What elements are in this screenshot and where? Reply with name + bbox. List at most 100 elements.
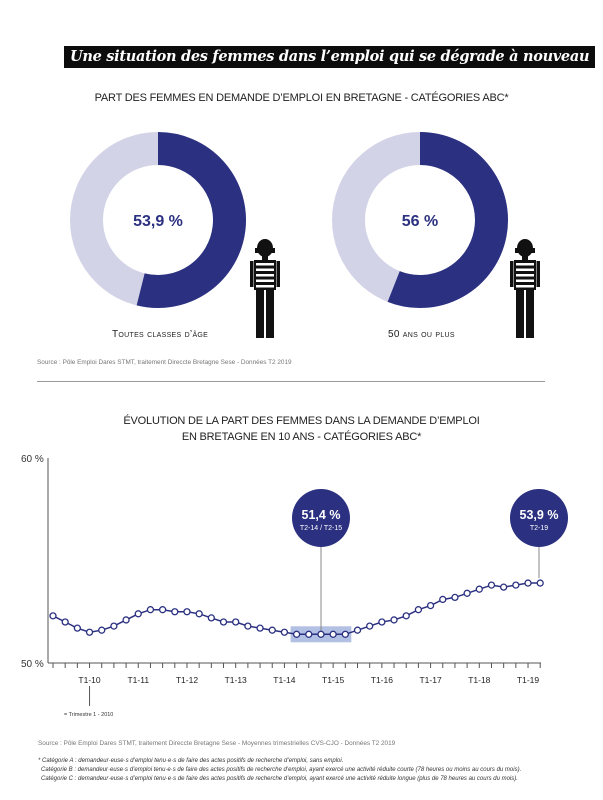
data-point [353, 626, 362, 634]
figure-neck [522, 256, 528, 260]
data-point [292, 630, 301, 638]
divider [37, 381, 545, 382]
data-point [378, 618, 386, 626]
figure-stripe [516, 263, 534, 266]
figure-stripe [256, 268, 274, 271]
data-point [158, 606, 167, 614]
data-point [183, 608, 191, 616]
donut-2-caption: 50 ans ou plus [388, 329, 455, 340]
figure-arm [276, 261, 280, 287]
figure-arm [250, 261, 254, 287]
data-point [426, 601, 435, 610]
line-title-2: EN BRETAGNE EN 10 ANS - CATÉGORIES ABC* [181, 431, 422, 443]
data-point [195, 610, 203, 618]
x-tick-label: T1-11 [127, 675, 149, 685]
figure-stripe [516, 274, 534, 277]
data-point [171, 608, 179, 616]
data-point [463, 589, 471, 597]
donut-2-value: 56 % [402, 213, 438, 230]
data-point [536, 579, 544, 587]
figure-stripe [256, 263, 274, 266]
tick-note: = Trimestre 1 - 2010 [64, 712, 113, 718]
data-point [329, 630, 337, 638]
data-point [280, 628, 289, 636]
x-tick-label: T1-16 [371, 675, 393, 685]
annotation-value: 51,4 % [302, 508, 341, 522]
annotation-period: T2-14 / T2-15 [300, 525, 342, 532]
data-point [219, 618, 228, 626]
line-source: Source : Pôle Emploi Dares STMT, traitem… [38, 740, 396, 747]
figure-leg [256, 290, 264, 338]
x-tick-label: T1-17 [419, 675, 441, 685]
data-point [232, 618, 240, 626]
figure-arm [536, 261, 540, 287]
data-point [317, 630, 325, 638]
figure-neck [262, 256, 268, 260]
data-point [451, 593, 459, 602]
figure-arm [510, 261, 514, 287]
data-point [512, 581, 520, 589]
woman-figure-icon [250, 239, 280, 338]
figure-hair [515, 248, 535, 253]
annotation-period: T2-19 [530, 525, 548, 532]
annotation-value: 53,9 % [520, 508, 559, 522]
data-point [524, 579, 532, 587]
figure-stripe [516, 285, 534, 288]
annotation-bubble [510, 489, 568, 547]
donut-2-women-slice [387, 132, 508, 308]
x-tick-label: T1-15 [322, 675, 344, 685]
figure-leg [516, 290, 524, 338]
footnote-b: Catégorie B : demandeur·euse·s d’emploi … [41, 767, 522, 773]
data-point [134, 610, 142, 618]
banner-title: Une situation des femmes dans l’emploi q… [64, 46, 596, 68]
line-title-1: ÉVOLUTION DE LA PART DES FEMMES DANS LA … [123, 415, 480, 427]
data-point [49, 612, 57, 620]
data-point [500, 583, 508, 591]
data-point [207, 614, 215, 622]
donut-1-women-slice [136, 132, 246, 308]
y-tick-label: 60 % [21, 454, 44, 465]
x-tick-label: T1-14 [273, 675, 295, 685]
data-point [402, 612, 410, 620]
data-point [268, 626, 276, 634]
data-point [341, 630, 349, 638]
figure-stripe [256, 274, 274, 277]
data-point [98, 626, 106, 634]
data-point [146, 606, 155, 614]
footnotes: * Catégorie A : demandeur·euse·s d’emplo… [38, 757, 521, 784]
figure-stripe [256, 285, 274, 288]
data-point [73, 624, 82, 632]
footnote-c: Catégorie C : demandeur·euse·s d’emploi … [41, 776, 518, 782]
donut-section-title: PART DES FEMMES EN DEMANDE D’EMPLOI EN B… [94, 92, 509, 104]
data-point [61, 618, 69, 626]
figure-stripe [256, 279, 274, 282]
data-point [414, 606, 423, 614]
donut-1-value: 53,9 % [133, 213, 183, 230]
x-tick-label: T1-10 [78, 675, 100, 685]
figure-stripe [516, 279, 534, 282]
figure-leg [266, 290, 274, 338]
data-point [390, 616, 398, 624]
data-point [256, 624, 264, 632]
figure-hair [255, 248, 275, 253]
footnote-a: * Catégorie A : demandeur·euse·s d’emplo… [38, 758, 344, 764]
x-tick-label: T1-18 [468, 675, 490, 685]
data-point [305, 630, 313, 638]
donut-1-caption: Toutes classes d’âge [112, 329, 209, 340]
annotation-bubble [292, 489, 350, 547]
data-point [366, 622, 374, 630]
data-point [475, 585, 483, 593]
data-point [439, 595, 447, 604]
woman-figure-icon [510, 239, 540, 338]
data-point [487, 581, 496, 589]
y-tick-label: 50 % [21, 659, 44, 670]
donut-source: Source : Pôle Emploi Dares STMT, traitem… [37, 359, 292, 366]
figure-leg [526, 290, 534, 338]
data-point [85, 628, 94, 636]
data-point [122, 616, 130, 624]
x-tick-label: T1-19 [517, 675, 539, 685]
x-tick-label: T1-13 [225, 675, 247, 685]
data-point [244, 622, 252, 630]
